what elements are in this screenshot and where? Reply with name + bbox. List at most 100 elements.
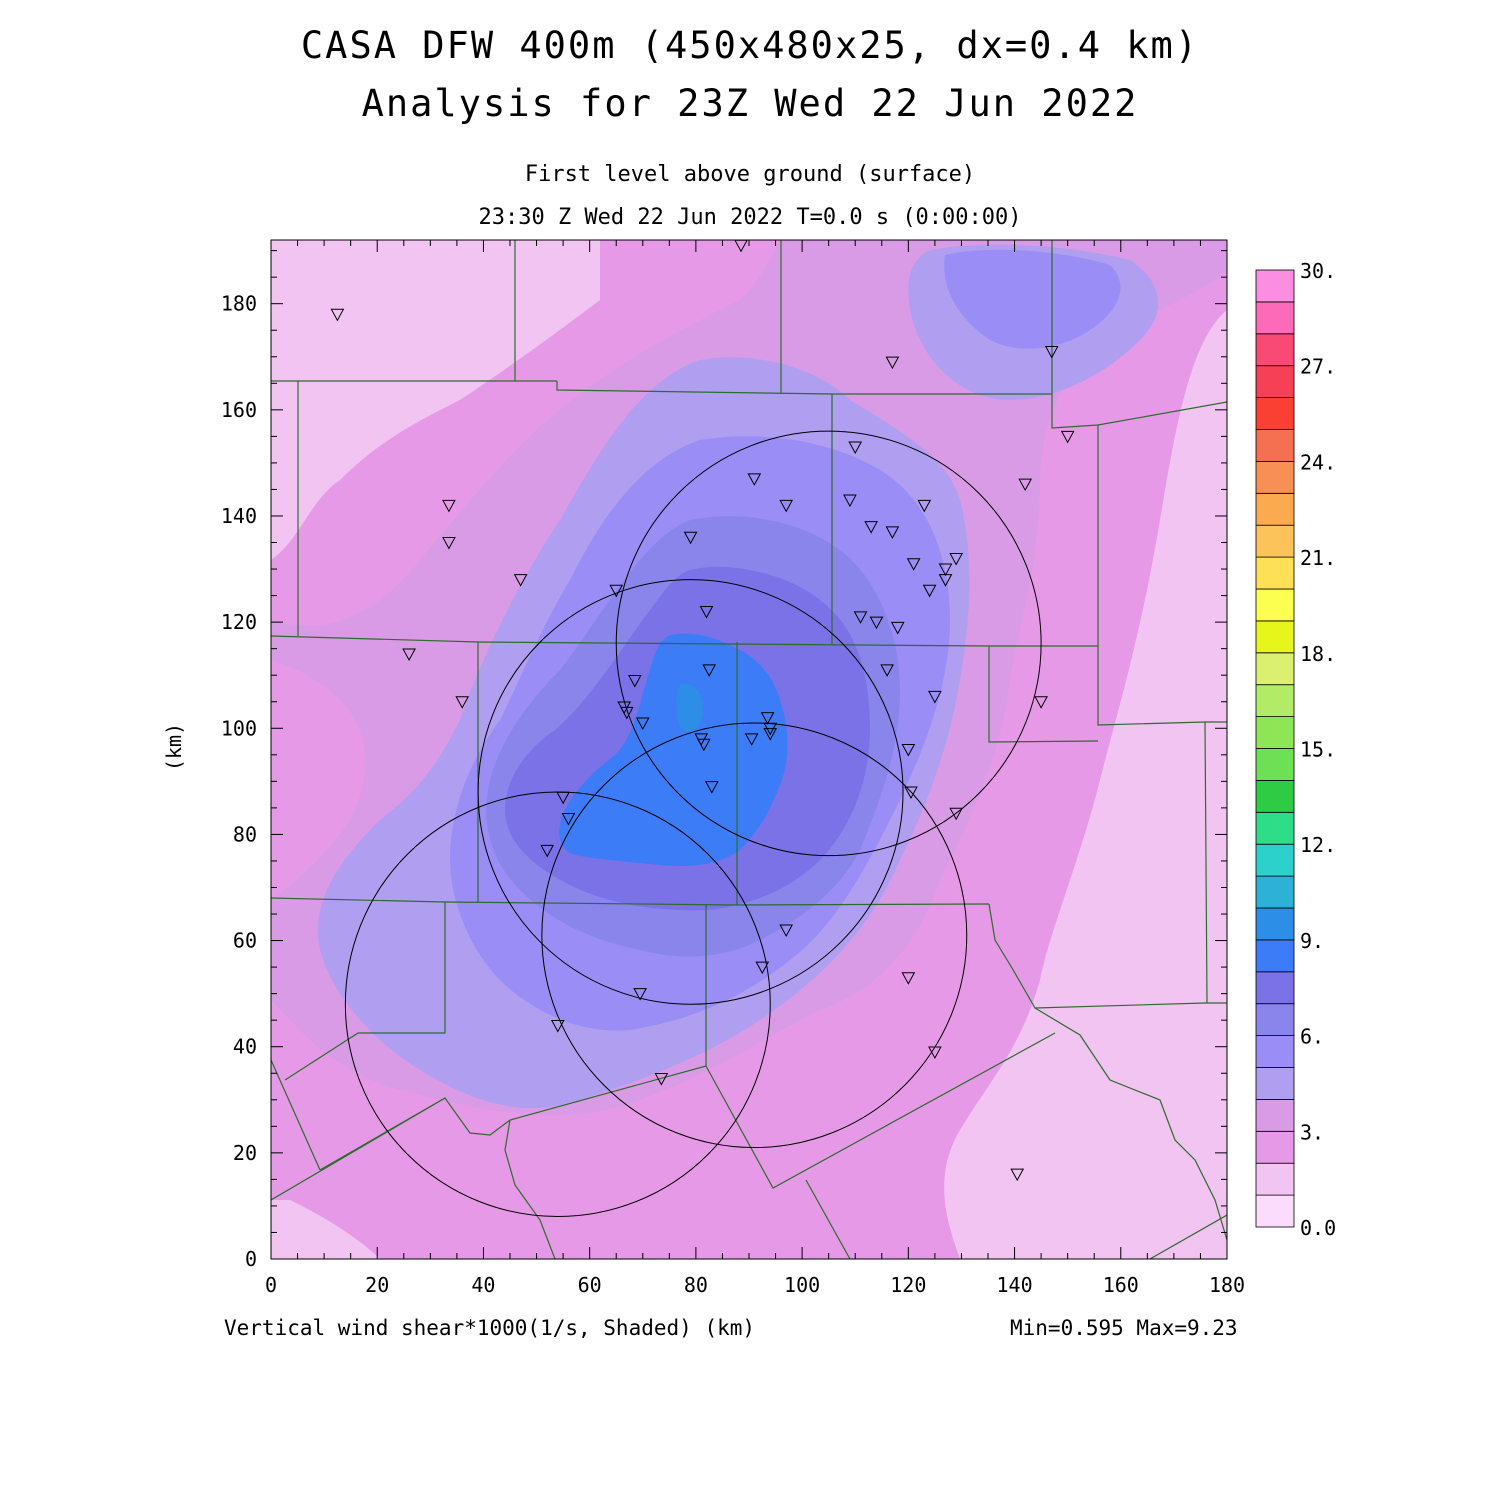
- colorbar-swatch: [1255, 716, 1295, 749]
- station-marker: [1010, 1168, 1025, 1182]
- colorbar: [1255, 269, 1295, 1228]
- station-marker: [779, 499, 794, 513]
- station-marker: [702, 664, 717, 677]
- station-marker: [1060, 430, 1075, 444]
- plot-analysis-time: Analysis for 23Z Wed 22 Jun 2022: [361, 82, 1139, 125]
- colorbar-swatch: [1255, 1130, 1295, 1164]
- colorbar-swatch: [1255, 939, 1295, 973]
- colorbar-swatch: [1255, 684, 1295, 718]
- station-marker: [763, 728, 778, 741]
- x-tick-label: 120: [890, 1273, 926, 1297]
- station-marker: [853, 611, 868, 624]
- boundary-line: [1034, 1007, 1227, 1241]
- x-tick-label: 20: [365, 1273, 389, 1297]
- colorbar-swatch: [1255, 269, 1295, 303]
- valid-time-label: 23:30 Z Wed 22 Jun 2022 T=0.0 s (0:00:00…: [478, 205, 1022, 230]
- y-tick-label: 100: [221, 716, 257, 740]
- x-tick-label: 100: [784, 1273, 820, 1297]
- boundary-line: [705, 1032, 1056, 1189]
- station-marker: [917, 499, 932, 513]
- boundary-line: [988, 903, 1227, 1009]
- station-marker: [901, 744, 916, 757]
- station-marker: [513, 574, 528, 587]
- station-marker: [561, 812, 576, 826]
- boundary-line: [1149, 1214, 1227, 1259]
- station-marker: [627, 675, 642, 688]
- station-marker: [1034, 696, 1048, 709]
- variable-label: Vertical wind shear*1000(1/s, Shaded) (k…: [224, 1316, 755, 1340]
- y-tick-label: 40: [233, 1035, 257, 1059]
- x-tick-label: 140: [996, 1273, 1032, 1297]
- x-tick-label: 40: [471, 1273, 495, 1297]
- colorbar-swatch: [1255, 1099, 1295, 1132]
- colorbar-swatch: [1255, 1067, 1295, 1100]
- colorbar-swatch: [1255, 971, 1295, 1005]
- station-marker: [744, 733, 759, 746]
- station-marker: [901, 972, 916, 985]
- level-label: First level above ground (surface): [524, 162, 976, 187]
- y-tick-label: 80: [233, 822, 257, 846]
- colorbar-swatch: [1255, 1035, 1295, 1068]
- station-marker: [654, 1073, 669, 1086]
- colorbar-label: 18.: [1300, 642, 1336, 666]
- colorbar-swatch: [1255, 397, 1295, 430]
- colorbar-swatch: [1255, 333, 1295, 367]
- station-marker: [760, 712, 775, 725]
- colorbar-swatch: [1255, 907, 1295, 941]
- colorbar-label: 24.: [1300, 450, 1336, 474]
- plot-title: CASA DFW 400m (450x480x25, dx=0.4 km): [300, 24, 1200, 67]
- station-marker: [620, 706, 634, 720]
- colorbar-label: 27.: [1300, 355, 1336, 379]
- station-marker: [330, 308, 345, 322]
- boundary-line: [1097, 425, 1227, 726]
- station-marker: [609, 584, 624, 598]
- station-marker: [683, 531, 698, 545]
- colorbar-swatch: [1255, 460, 1295, 494]
- boundary-line: [556, 381, 1052, 395]
- y-tick-label: 160: [221, 398, 257, 422]
- y-tick-label: 120: [221, 610, 257, 634]
- colorbar-swatch: [1255, 301, 1295, 335]
- colorbar-swatch: [1255, 1162, 1295, 1196]
- colorbar-labels: 0.0 3. 6. 9. 12. 15. 18. 21. 24. 27. 30.: [1300, 259, 1336, 1240]
- station-marker: [904, 786, 918, 800]
- station-marker: [890, 621, 905, 635]
- station-marker: [556, 791, 570, 805]
- colorbar-swatch: [1255, 556, 1295, 590]
- colorbar-label: 9.: [1300, 929, 1324, 953]
- y-tick-label: 20: [233, 1141, 257, 1165]
- station-marker: [442, 499, 456, 513]
- station-marker: [885, 356, 900, 370]
- station-marker: [848, 441, 863, 455]
- boundary-line: [1204, 721, 1208, 1004]
- axis-tick-labels: 0 20 40 60 80 100 120 140 160 180 0 20 40 60 80 100 120 1…: [221, 292, 1245, 1297]
- station-marker: [928, 1046, 942, 1060]
- y-tick-label: 180: [221, 292, 257, 316]
- boundary-line: [271, 1097, 446, 1201]
- boundary-line: [805, 1179, 851, 1259]
- colorbar-label: 15.: [1300, 738, 1336, 762]
- colorbar-swatch: [1255, 365, 1295, 399]
- colorbar-label: 6.: [1300, 1025, 1324, 1049]
- boundary-line: [988, 646, 1099, 743]
- shade-level-6: [944, 249, 1121, 349]
- colorbar-label: 12.: [1300, 833, 1336, 857]
- colorbar-label: 0.0: [1300, 1216, 1336, 1240]
- station-marker: [938, 563, 953, 577]
- range-ring-2: [615, 430, 1042, 857]
- colorbar-swatch: [1255, 875, 1295, 909]
- x-tick-label: 80: [684, 1273, 708, 1297]
- station-marker: [922, 584, 937, 598]
- station-marker: [869, 616, 884, 630]
- colorbar-label: 21.: [1300, 546, 1336, 570]
- county-boundaries: [271, 240, 1227, 1259]
- station-marker: [402, 648, 416, 662]
- colorbar-label: 3.: [1300, 1120, 1324, 1144]
- shade-level-11: [676, 683, 703, 732]
- x-tick-label: 60: [578, 1273, 602, 1297]
- boundary-line: [271, 897, 990, 906]
- station-marker: [1044, 345, 1059, 359]
- station-marker: [1018, 478, 1033, 492]
- station-marker: [747, 473, 762, 486]
- station-marker: [699, 606, 714, 619]
